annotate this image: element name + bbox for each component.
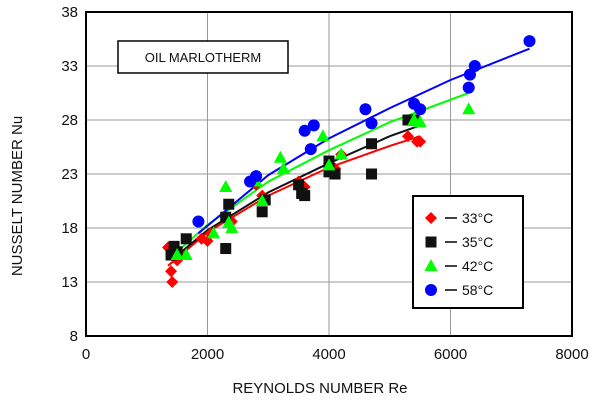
data-point-series-2 <box>219 179 233 192</box>
data-point-series-3 <box>307 119 320 132</box>
legend-label: 35°C <box>462 234 493 250</box>
data-point-series-1 <box>299 190 311 202</box>
data-point-series-1 <box>366 138 378 150</box>
data-point-series-2 <box>462 102 476 115</box>
x-tick-label: 0 <box>82 346 90 363</box>
annotation-box: OIL MARLOTHERM <box>117 40 289 74</box>
data-point-series-2 <box>222 215 236 228</box>
data-point-series-0 <box>165 265 178 278</box>
data-point-series-2 <box>413 115 427 128</box>
x-tick-label: 6000 <box>434 346 467 363</box>
x-tick-label: 8000 <box>555 346 588 363</box>
y-tick-label: 38 <box>61 4 78 21</box>
data-point-series-0 <box>414 135 427 148</box>
data-point-series-3 <box>468 60 481 72</box>
legend: 33°C 35°C 42°C 58°C <box>412 195 524 309</box>
y-tick-label: 28 <box>61 112 78 129</box>
data-point-series-1 <box>180 233 192 245</box>
data-point-series-3 <box>192 215 205 228</box>
annotation-text: OIL MARLOTHERM <box>145 50 262 65</box>
data-point-series-1 <box>256 206 268 218</box>
data-point-series-3 <box>462 81 475 94</box>
data-point-series-2 <box>255 194 269 206</box>
data-point-series-3 <box>414 103 427 116</box>
data-point-series-1 <box>323 166 335 178</box>
x-tick-label: 2000 <box>191 346 224 363</box>
data-point-series-2 <box>316 129 330 142</box>
data-point-series-1 <box>220 243 232 255</box>
data-point-series-1 <box>329 168 341 180</box>
data-point-series-2 <box>322 158 336 171</box>
y-tick-label: 23 <box>61 166 78 183</box>
data-point-series-3 <box>304 143 317 156</box>
y-tick-label: 18 <box>61 220 78 237</box>
data-point-series-3 <box>365 117 378 130</box>
trend-line-0 <box>167 135 421 267</box>
legend-label: 58°C <box>462 282 493 298</box>
x-tick-label: 4000 <box>312 346 345 363</box>
legend-marker-0 <box>425 212 437 224</box>
y-tick-label: 8 <box>70 328 78 345</box>
data-point-series-2 <box>276 161 290 174</box>
legend-label: 42°C <box>462 258 493 274</box>
legend-marker-2 <box>424 259 438 271</box>
data-point-series-1 <box>402 114 414 126</box>
data-point-series-2 <box>179 248 193 260</box>
data-point-series-3 <box>359 103 372 116</box>
data-point-series-0 <box>401 130 414 143</box>
data-point-series-3 <box>250 170 263 183</box>
legend-label: 33°C <box>462 210 493 226</box>
y-tick-label: 13 <box>61 274 78 291</box>
data-point-series-2 <box>207 226 221 239</box>
data-point-series-3 <box>523 35 536 48</box>
data-point-series-2 <box>170 248 184 260</box>
legend-marker-1 <box>425 236 437 248</box>
data-point-series-0 <box>166 276 179 288</box>
legend-marker-3 <box>425 284 437 296</box>
data-point-series-1 <box>223 198 235 210</box>
y-tick-label: 33 <box>61 58 78 75</box>
x-axis-ticks: 0 2000 4000 6000 8000 <box>82 346 589 363</box>
y-axis-ticks: 8 13 18 23 28 33 38 <box>61 4 78 345</box>
data-point-series-2 <box>273 150 287 163</box>
data-point-series-1 <box>165 249 177 261</box>
x-axis-label: REYNOLDS NUMBER Re <box>232 380 407 397</box>
data-point-series-2 <box>334 147 348 160</box>
data-point-series-1 <box>366 168 378 180</box>
y-axis-label: NUSSELT NUMBER Nu <box>9 116 26 276</box>
data-point-series-1 <box>220 211 232 223</box>
data-point-series-1 <box>293 179 305 191</box>
data-points <box>162 35 536 288</box>
data-point-series-3 <box>298 124 311 137</box>
plot-area-frame <box>85 11 573 337</box>
